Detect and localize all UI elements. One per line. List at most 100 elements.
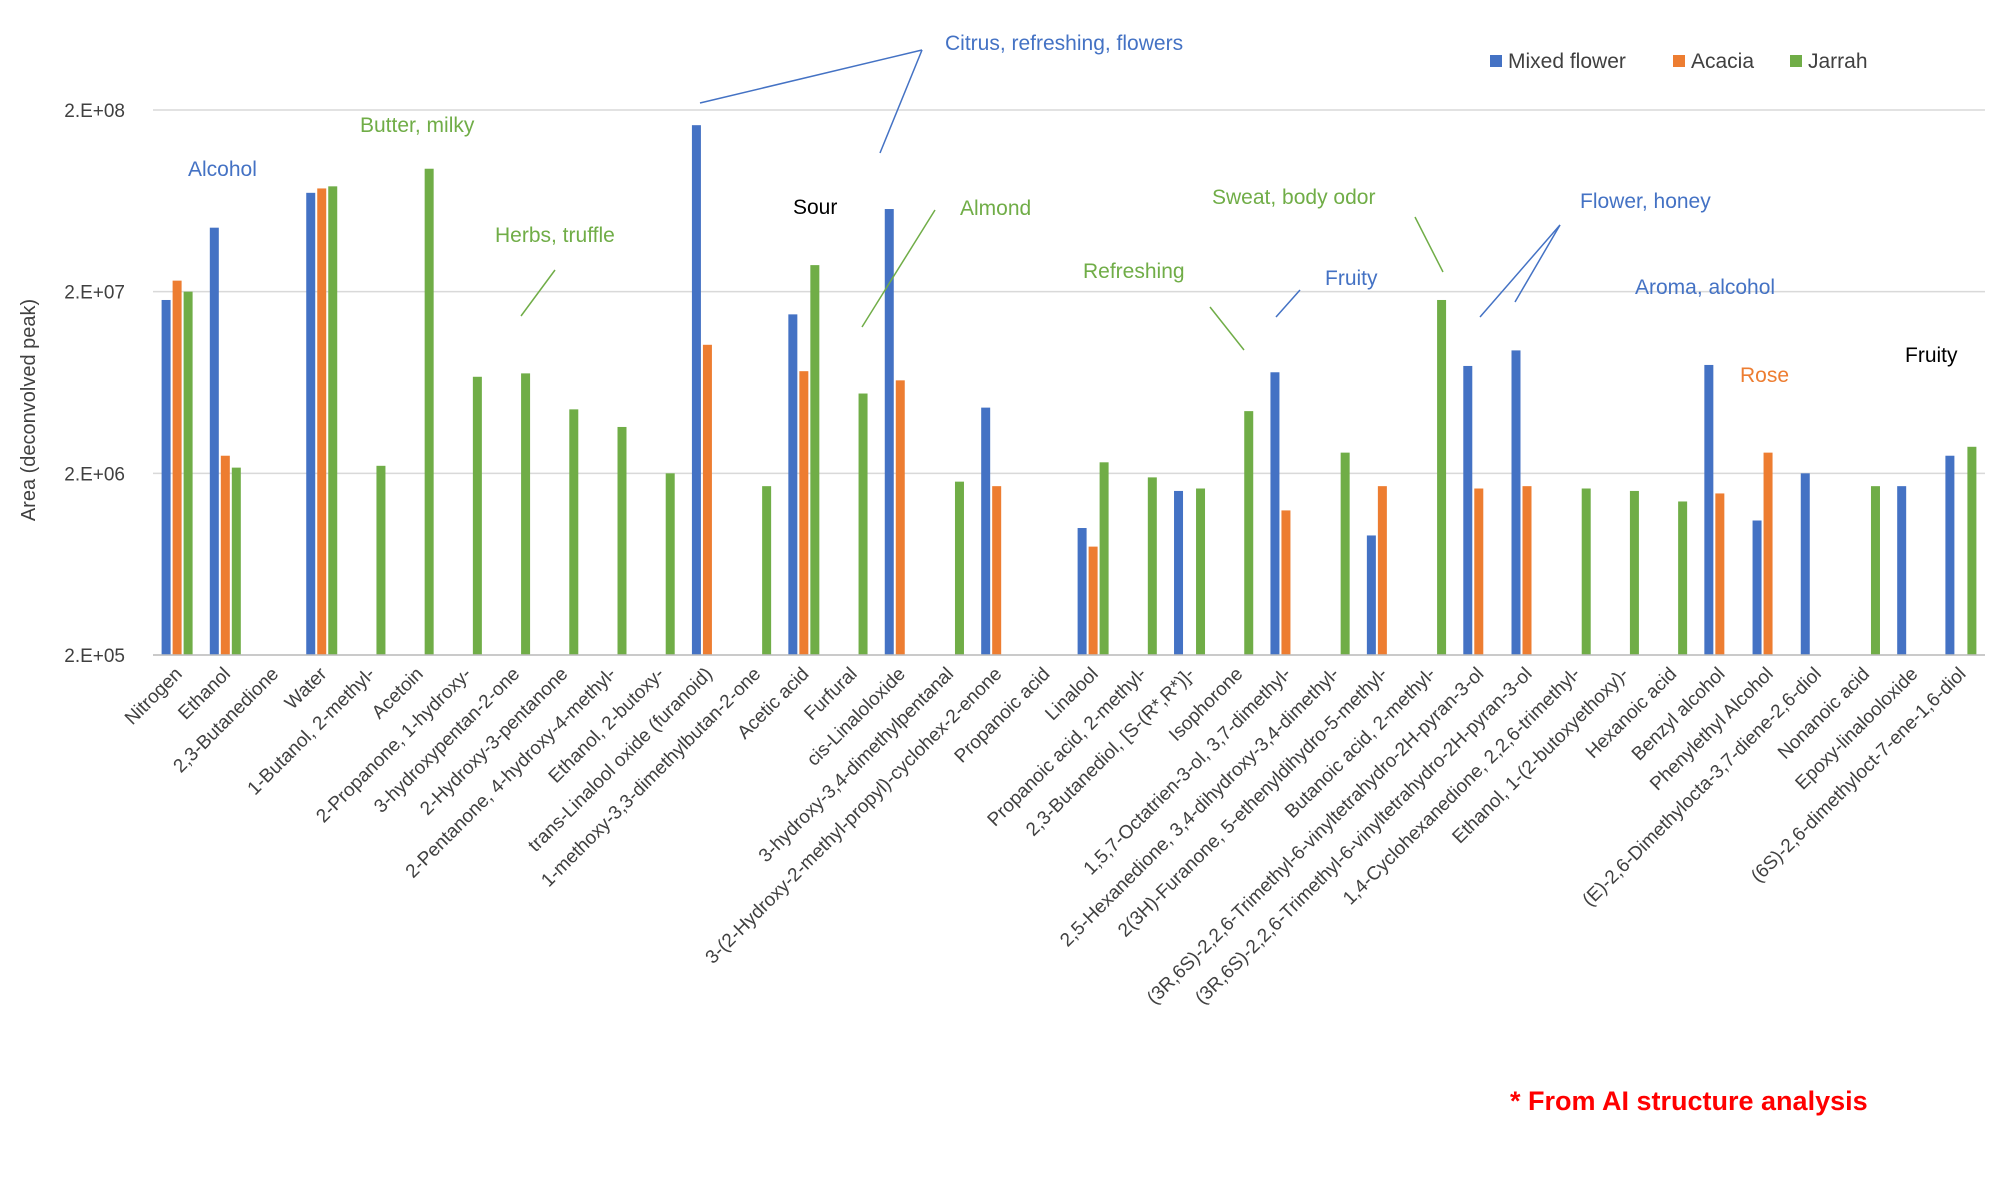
bar-mixed-flower — [1704, 364, 1714, 655]
bar-acacia — [1088, 546, 1098, 655]
x-tick-label: Ethanol, 1-(2-butoxyethoxy)- — [1449, 664, 1633, 848]
bar-acacia — [992, 486, 1002, 655]
bar-acacia — [1474, 488, 1484, 655]
bar-mixed-flower — [981, 407, 991, 655]
annotation-leader — [1414, 216, 1444, 273]
x-tick-label: Nitrogen — [121, 664, 187, 730]
annotation-label: Alcohol — [188, 158, 257, 181]
annotation-label: Citrus, refreshing, flowers — [945, 32, 1183, 55]
bar-jarrah — [521, 373, 531, 655]
annotation-label: Rose — [1740, 364, 1789, 387]
legend-swatch — [1490, 55, 1502, 67]
legend-swatch — [1790, 55, 1802, 67]
bar-mixed-flower — [1800, 473, 1810, 655]
annotation-label: Butter, milky — [360, 114, 475, 137]
bar-mixed-flower — [788, 314, 798, 655]
bar-acacia — [895, 380, 905, 655]
annotation-leader — [1514, 224, 1561, 303]
annotation-leader — [520, 269, 556, 317]
bar-jarrah — [1099, 462, 1109, 655]
legend: Mixed flower Acacia Jarrah — [1490, 50, 1868, 73]
annotation-label: Almond — [960, 197, 1031, 220]
legend-swatch — [1673, 55, 1685, 67]
bar-mixed-flower — [161, 299, 171, 655]
legend-label: Acacia — [1691, 50, 1754, 73]
bar-jarrah — [1629, 490, 1639, 655]
y-axis-label: Area (deconvolved peak) — [18, 299, 40, 521]
bar-jarrah — [376, 465, 386, 655]
bar-mixed-flower — [1366, 535, 1376, 655]
x-tick-labels: NitrogenEthanol2,3-ButanedioneWater1-But… — [121, 663, 1970, 1009]
y-tick-label: 2.E+06 — [64, 464, 125, 485]
bar-jarrah — [328, 186, 338, 656]
bar-acacia — [1377, 486, 1387, 655]
bar-jarrah — [1870, 486, 1880, 655]
bar-jarrah — [1581, 488, 1591, 655]
footnote: * From AI structure analysis — [1510, 1086, 1868, 1116]
annotation-label: Sweat, body odor — [1212, 186, 1375, 209]
y-tick-label: 2.E+07 — [64, 283, 125, 304]
bar-jarrah — [810, 265, 820, 655]
bar-jarrah — [665, 473, 675, 655]
annotation-label: Fruity — [1325, 267, 1378, 290]
bar-jarrah — [1678, 501, 1688, 655]
bar-jarrah — [1147, 477, 1157, 655]
bar-jarrah — [424, 168, 434, 655]
bar-acacia — [220, 455, 230, 655]
annotation-leader — [699, 49, 923, 104]
bar-acacia — [1763, 452, 1773, 655]
bar-mixed-flower — [1077, 528, 1087, 655]
bar-jarrah — [231, 467, 241, 655]
bar-jarrah — [1196, 488, 1206, 655]
bar-acacia — [1715, 493, 1725, 655]
bar-mixed-flower — [1897, 486, 1907, 655]
bar-mixed-flower — [1174, 490, 1184, 655]
bar-mixed-flower — [1463, 365, 1473, 655]
bar-mixed-flower — [209, 227, 219, 656]
bar-acacia — [1281, 510, 1291, 655]
annotation-label: Aroma, alcohol — [1635, 276, 1775, 299]
bar-jarrah — [858, 393, 868, 655]
bar-jarrah — [617, 426, 627, 655]
bar-jarrah — [1244, 411, 1254, 655]
annotation-leader — [1209, 306, 1245, 351]
annotation-leader — [861, 209, 936, 328]
bar-mixed-flower — [691, 125, 701, 655]
bar-jarrah — [472, 376, 482, 655]
bar-acacia — [702, 344, 712, 655]
annotation-label: Herbs, truffle — [495, 224, 615, 247]
bar-mixed-flower — [1945, 455, 1955, 655]
legend-label: Jarrah — [1808, 50, 1868, 73]
bar-mixed-flower — [306, 192, 316, 655]
bar-jarrah — [1340, 452, 1350, 655]
bar-jarrah — [1437, 299, 1447, 655]
bar-mixed-flower — [1511, 350, 1521, 655]
y-tick-labels: 2.E+05 2.E+06 2.E+07 2.E+08 — [64, 101, 125, 667]
annotation-label: Flower, honey — [1580, 190, 1711, 213]
bar-mixed-flower — [1270, 372, 1280, 655]
bar-acacia — [172, 280, 182, 655]
bar-jarrah — [183, 291, 193, 655]
bar-jarrah — [569, 409, 579, 655]
annotation-leader — [1479, 224, 1561, 318]
bar-mixed-flower — [1752, 520, 1762, 655]
bar-jarrah — [1967, 446, 1977, 655]
annotation-label: Fruity — [1905, 344, 1958, 367]
annotation-label: Refreshing — [1083, 260, 1185, 283]
bar-jarrah — [762, 486, 772, 655]
annotation-leader — [1275, 289, 1301, 318]
bars — [161, 125, 1977, 656]
bar-acacia — [317, 188, 327, 655]
bar-jarrah — [954, 481, 964, 655]
y-tick-label: 2.E+05 — [64, 646, 125, 667]
annotation-label: Sour — [793, 196, 837, 219]
annotations: Alcohol Butter, milky Herbs, truffle Citrus… — [188, 32, 1958, 387]
legend-label: Mixed flower — [1508, 50, 1626, 73]
bar-mixed-flower — [884, 209, 894, 656]
bar-acacia — [799, 371, 809, 655]
bar-acacia — [1522, 486, 1532, 655]
y-tick-label: 2.E+08 — [64, 101, 125, 122]
annotation-leader — [879, 49, 923, 154]
annotation-leader-lines — [520, 49, 1561, 351]
